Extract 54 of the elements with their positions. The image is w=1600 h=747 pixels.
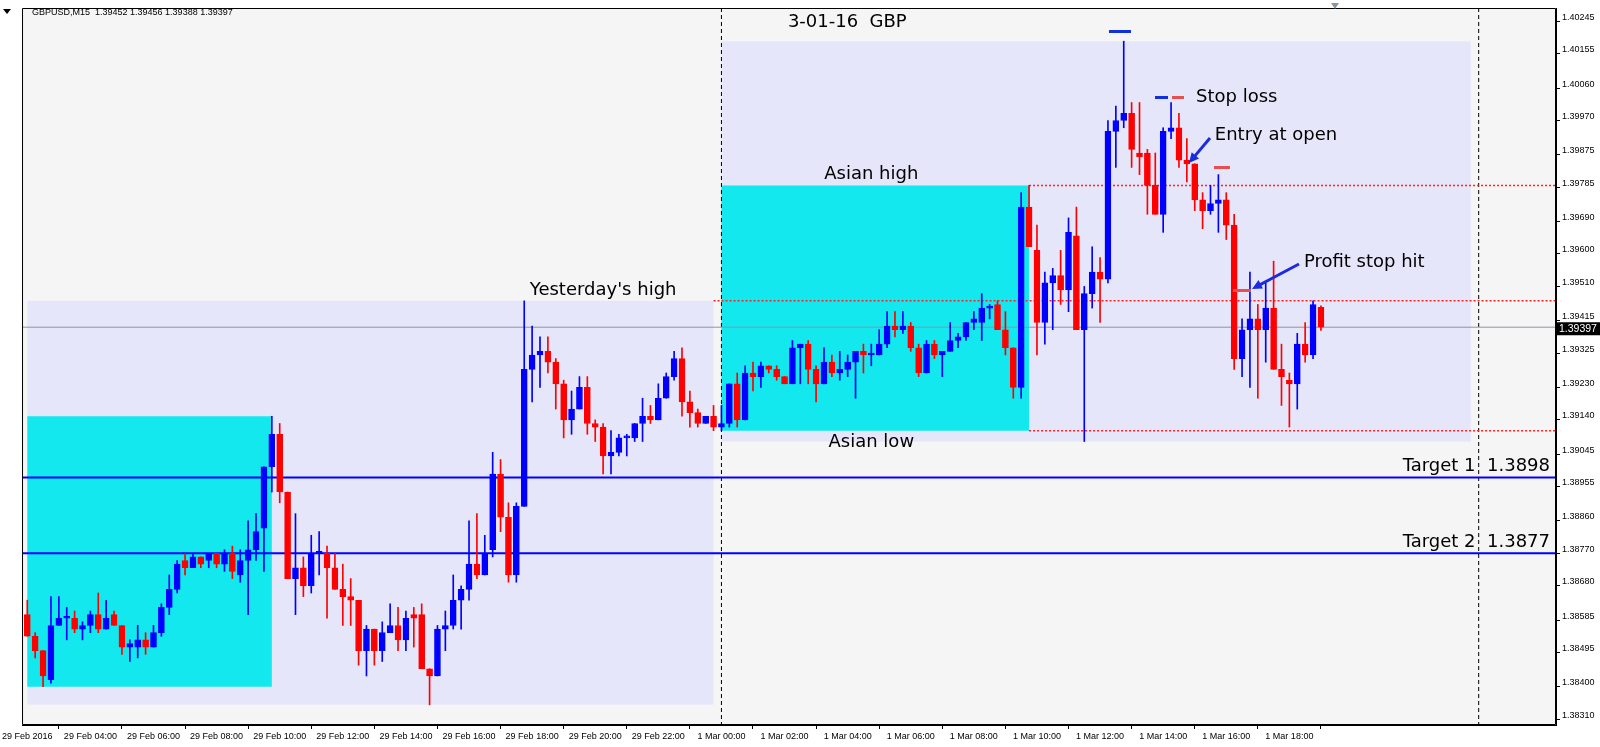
y-tick-label: 1.39970 bbox=[1562, 111, 1595, 122]
y-tick-label: 1.39230 bbox=[1562, 377, 1595, 388]
y-tick-label: 1.38770 bbox=[1562, 543, 1595, 554]
y-tick-label: 1.39045 bbox=[1562, 444, 1595, 455]
x-tick-label: 29 Feb 16:00 bbox=[442, 730, 496, 741]
annotation: Profit stop hit bbox=[1303, 249, 1425, 271]
annotation: Stop loss bbox=[1196, 84, 1278, 106]
annotation: Entry at open bbox=[1214, 123, 1338, 145]
x-tick-label: 1 Mar 12:00 bbox=[1076, 730, 1125, 741]
y-tick-label: 1.40155 bbox=[1562, 44, 1595, 55]
x-tick-label: 1 Mar 10:00 bbox=[1012, 730, 1061, 741]
chart-subtitle: GBPUSD,M15 1.39452 1.39456 1.39388 1.39397 bbox=[32, 7, 233, 18]
x-tick-label: 29 Feb 20:00 bbox=[568, 730, 622, 741]
x-tick-label: 1 Mar 00:00 bbox=[697, 730, 746, 741]
x-tick-label: 29 Feb 18:00 bbox=[505, 730, 559, 741]
y-tick-label: 1.39415 bbox=[1562, 311, 1595, 322]
y-tick-label: 1.38495 bbox=[1562, 642, 1595, 653]
x-tick-label: 29 Feb 2016 bbox=[2, 730, 53, 741]
ref-line-label: Target 2 1.3877 bbox=[1401, 530, 1550, 551]
y-tick-label: 1.38860 bbox=[1562, 511, 1595, 522]
y-tick-label: 1.38400 bbox=[1562, 677, 1595, 688]
y-tick-label: 1.38680 bbox=[1562, 576, 1595, 587]
x-tick-label: 29 Feb 08:00 bbox=[190, 730, 244, 741]
x-tick-label: 29 Feb 14:00 bbox=[379, 730, 433, 741]
x-tick-label: 29 Feb 22:00 bbox=[631, 730, 685, 741]
x-tick-label: 1 Mar 02:00 bbox=[760, 730, 809, 741]
y-tick-label: 1.39325 bbox=[1562, 343, 1595, 354]
y-tick-label: 1.39140 bbox=[1562, 410, 1595, 421]
y-tick-label: 1.38585 bbox=[1562, 610, 1595, 621]
x-tick-label: 1 Mar 14:00 bbox=[1139, 730, 1188, 741]
y-tick-label: 1.38955 bbox=[1562, 477, 1595, 488]
annotation: Asian low bbox=[828, 430, 915, 452]
x-tick-label: 1 Mar 18:00 bbox=[1265, 730, 1314, 741]
x-tick-label: 1 Mar 16:00 bbox=[1202, 730, 1251, 741]
x-tick-label: 1 Mar 04:00 bbox=[823, 730, 872, 741]
x-tick-label: 29 Feb 10:00 bbox=[253, 730, 307, 741]
x-tick-label: 1 Mar 06:00 bbox=[886, 730, 935, 741]
x-tick-label: 29 Feb 06:00 bbox=[126, 730, 181, 741]
x-tick-label: 29 Feb 04:00 bbox=[63, 730, 117, 741]
y-tick-label: 1.39690 bbox=[1562, 212, 1595, 222]
ref-line-label: 1.39397 bbox=[1559, 321, 1598, 334]
y-tick-label: 1.39600 bbox=[1562, 244, 1595, 255]
chart-title: 3-01-16 GBP bbox=[787, 9, 907, 31]
y-tick-label: 1.38310 bbox=[1562, 709, 1595, 720]
annotation: Yesterday's high bbox=[528, 277, 677, 299]
ref-line-label: Target 1 1.3898 bbox=[1401, 454, 1550, 476]
y-tick-label: 1.39785 bbox=[1562, 177, 1595, 188]
y-tick-label: 1.40060 bbox=[1562, 78, 1595, 89]
y-tick-label: 1.39510 bbox=[1562, 276, 1595, 287]
y-tick-label: 1.39875 bbox=[1562, 145, 1595, 156]
x-tick-label: 29 Feb 12:00 bbox=[316, 730, 370, 741]
y-tick-label: 1.40245 bbox=[1562, 11, 1595, 22]
x-tick-label: 1 Mar 08:00 bbox=[949, 730, 998, 741]
annotation: Asian high bbox=[824, 162, 919, 184]
